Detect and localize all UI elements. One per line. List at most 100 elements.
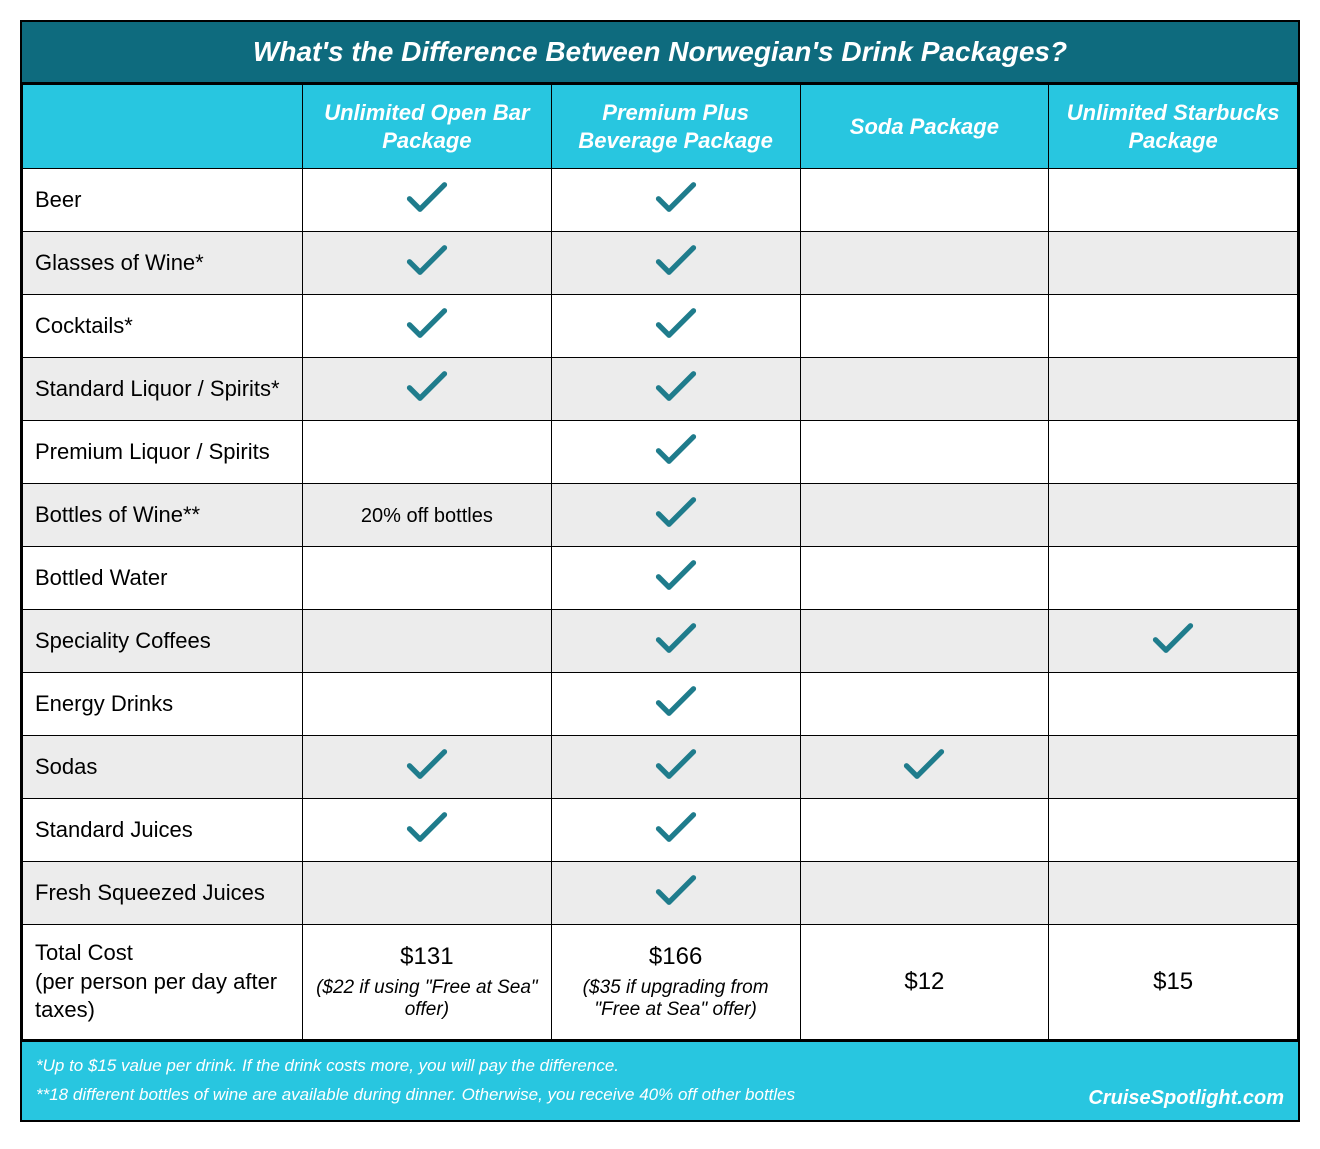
check-icon: [655, 179, 697, 215]
cell: [303, 673, 552, 736]
cost-cell: $12: [800, 925, 1049, 1040]
row-label: Energy Drinks: [23, 673, 303, 736]
comparison-table-container: What's the Difference Between Norwegian'…: [20, 20, 1300, 1122]
row-label: Cocktails*: [23, 295, 303, 358]
table-row: Sodas: [23, 736, 1298, 799]
check-icon: [406, 305, 448, 341]
cell: [303, 358, 552, 421]
cell: [1049, 358, 1298, 421]
cell: [800, 673, 1049, 736]
footnote-1: *Up to $15 value per drink. If the drink…: [36, 1052, 795, 1081]
header-row: Unlimited Open Bar Package Premium Plus …: [23, 85, 1298, 169]
table-row: Glasses of Wine*: [23, 232, 1298, 295]
row-label: Standard Liquor / Spirits*: [23, 358, 303, 421]
row-label: Sodas: [23, 736, 303, 799]
cell: [551, 358, 800, 421]
cost-row-label: Total Cost(per person per day after taxe…: [23, 925, 303, 1040]
row-label: Beer: [23, 169, 303, 232]
row-label: Glasses of Wine*: [23, 232, 303, 295]
cost-cell: $15: [1049, 925, 1298, 1040]
check-icon: [655, 620, 697, 656]
cell: [1049, 610, 1298, 673]
cost-cell: $166 ($35 if upgrading from "Free at Sea"…: [551, 925, 800, 1040]
footnotes: *Up to $15 value per drink. If the drink…: [36, 1052, 795, 1110]
check-icon: [406, 746, 448, 782]
table-row: Standard Liquor / Spirits*: [23, 358, 1298, 421]
cell: [551, 421, 800, 484]
cell: [800, 232, 1049, 295]
check-icon: [1152, 620, 1194, 656]
table-row: Energy Drinks: [23, 673, 1298, 736]
cell: [303, 799, 552, 862]
cell: [303, 169, 552, 232]
table-row: Cocktails*: [23, 295, 1298, 358]
cost-cell: $131($22 if using "Free at Sea" offer): [303, 925, 552, 1040]
cell: [800, 358, 1049, 421]
col-soda: Soda Package: [800, 85, 1049, 169]
cell: [1049, 295, 1298, 358]
cell: [1049, 799, 1298, 862]
check-icon: [903, 746, 945, 782]
cost-main: $166: [564, 943, 788, 971]
cell: [1049, 421, 1298, 484]
table-row: Bottles of Wine** 20% off bottles: [23, 484, 1298, 547]
cell: [551, 295, 800, 358]
table-row: Beer: [23, 169, 1298, 232]
cell: [1049, 169, 1298, 232]
check-icon: [655, 809, 697, 845]
check-icon: [655, 368, 697, 404]
cell: [800, 169, 1049, 232]
check-icon: [655, 431, 697, 467]
cell: [800, 295, 1049, 358]
cell: [1049, 736, 1298, 799]
cell: [800, 862, 1049, 925]
cost-main: $15: [1061, 968, 1285, 996]
cell: [800, 547, 1049, 610]
check-icon: [655, 746, 697, 782]
cell: 20% off bottles: [303, 484, 552, 547]
table-row: Premium Liquor / Spirits: [23, 421, 1298, 484]
check-icon: [406, 242, 448, 278]
page-title: What's the Difference Between Norwegian'…: [22, 22, 1298, 84]
check-icon: [655, 872, 697, 908]
header-blank: [23, 85, 303, 169]
col-starbucks: Unlimited Starbucks Package: [1049, 85, 1298, 169]
table-row: Bottled Water: [23, 547, 1298, 610]
cell: [551, 862, 800, 925]
cell: [551, 547, 800, 610]
row-label: Fresh Squeezed Juices: [23, 862, 303, 925]
cell: [303, 295, 552, 358]
col-premium-plus: Premium Plus Beverage Package: [551, 85, 800, 169]
cost-main: $12: [813, 968, 1037, 996]
cell: [551, 232, 800, 295]
cell: [551, 673, 800, 736]
table-row: Speciality Coffees: [23, 610, 1298, 673]
row-label: Standard Juices: [23, 799, 303, 862]
cost-row: Total Cost(per person per day after taxe…: [23, 925, 1298, 1040]
cell: [800, 610, 1049, 673]
cell: [551, 610, 800, 673]
check-icon: [406, 809, 448, 845]
cell: [551, 799, 800, 862]
check-icon: [655, 494, 697, 530]
row-label: Speciality Coffees: [23, 610, 303, 673]
table-row: Standard Juices: [23, 799, 1298, 862]
check-icon: [655, 557, 697, 593]
cell-text: 20% off bottles: [361, 505, 493, 527]
table-row: Fresh Squeezed Juices: [23, 862, 1298, 925]
comparison-table: Unlimited Open Bar Package Premium Plus …: [22, 84, 1298, 1040]
row-label: Bottles of Wine**: [23, 484, 303, 547]
footnote-2: **18 different bottles of wine are avail…: [36, 1081, 795, 1110]
cell: [303, 547, 552, 610]
cell: [551, 484, 800, 547]
cell: [800, 484, 1049, 547]
cell: [800, 736, 1049, 799]
cost-sub: ($35 if upgrading from "Free at Sea" off…: [564, 977, 788, 1021]
brand: CruiseSpotlight.com: [1088, 1087, 1284, 1110]
cell: [303, 736, 552, 799]
cell: [1049, 484, 1298, 547]
check-icon: [655, 305, 697, 341]
check-icon: [655, 683, 697, 719]
cell: [1049, 232, 1298, 295]
check-icon: [406, 179, 448, 215]
